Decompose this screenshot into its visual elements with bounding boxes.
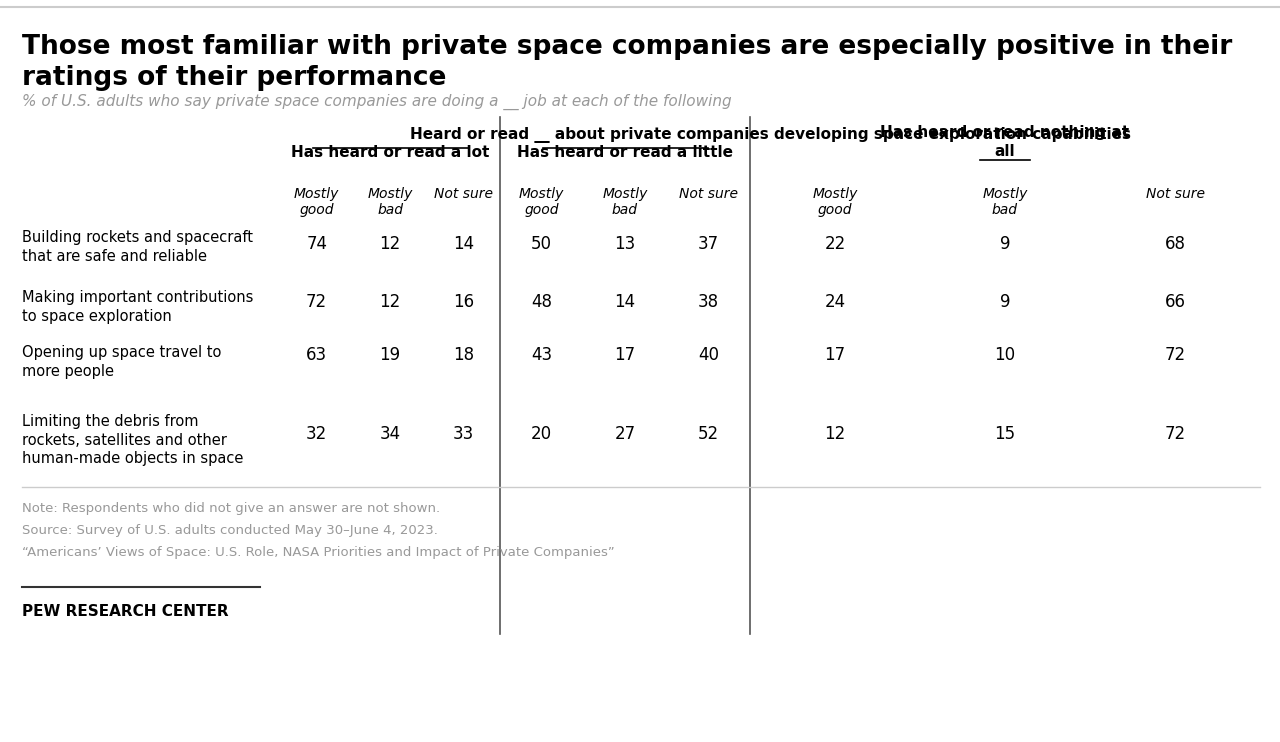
Text: 37: 37 [698, 235, 719, 253]
Text: Not sure: Not sure [434, 187, 493, 201]
Text: Heard or read __ about private companies developing space exploration capabiliti: Heard or read __ about private companies… [410, 127, 1130, 143]
Text: Mostly
good: Mostly good [813, 187, 858, 217]
Text: Not sure: Not sure [678, 187, 737, 201]
Text: Limiting the debris from
rockets, satellites and other
human-made objects in spa: Limiting the debris from rockets, satell… [22, 414, 243, 466]
Text: 34: 34 [379, 425, 401, 443]
Text: 32: 32 [306, 425, 328, 443]
Text: Mostly
good: Mostly good [294, 187, 339, 217]
Text: 38: 38 [698, 293, 719, 311]
Text: 17: 17 [824, 346, 846, 364]
Text: Source: Survey of U.S. adults conducted May 30–June 4, 2023.: Source: Survey of U.S. adults conducted … [22, 524, 438, 537]
Text: 43: 43 [531, 346, 552, 364]
Text: 20: 20 [531, 425, 552, 443]
Text: Building rockets and spacecraft
that are safe and reliable: Building rockets and spacecraft that are… [22, 230, 253, 263]
Text: 14: 14 [453, 235, 474, 253]
Text: 12: 12 [824, 425, 846, 443]
Text: 27: 27 [614, 425, 636, 443]
Text: 72: 72 [1165, 425, 1185, 443]
Text: Not sure: Not sure [1146, 187, 1204, 201]
Text: Has heard or read a lot: Has heard or read a lot [291, 145, 489, 160]
Text: % of U.S. adults who say private space companies are doing a __ job at each of t: % of U.S. adults who say private space c… [22, 94, 732, 111]
Text: Has heard or read a little: Has heard or read a little [517, 145, 733, 160]
Text: Note: Respondents who did not give an answer are not shown.: Note: Respondents who did not give an an… [22, 502, 440, 515]
Text: 15: 15 [995, 425, 1015, 443]
Text: 17: 17 [614, 346, 636, 364]
Text: 72: 72 [306, 293, 328, 311]
Text: Those most familiar with private space companies are especially positive in thei: Those most familiar with private space c… [22, 34, 1233, 91]
Text: 72: 72 [1165, 346, 1185, 364]
Text: 66: 66 [1165, 293, 1185, 311]
Text: 10: 10 [995, 346, 1015, 364]
Text: PEW RESEARCH CENTER: PEW RESEARCH CENTER [22, 604, 229, 619]
Text: 74: 74 [306, 235, 328, 253]
Text: 50: 50 [531, 235, 552, 253]
Text: 52: 52 [698, 425, 719, 443]
Text: 9: 9 [1000, 235, 1010, 253]
Text: Opening up space travel to
more people: Opening up space travel to more people [22, 345, 221, 378]
Text: Has heard or read nothing at
all: Has heard or read nothing at all [881, 125, 1129, 159]
Text: 14: 14 [614, 293, 636, 311]
Text: 63: 63 [306, 346, 328, 364]
Text: 12: 12 [379, 235, 401, 253]
Text: Making important contributions
to space exploration: Making important contributions to space … [22, 290, 253, 324]
Text: 22: 22 [824, 235, 846, 253]
Text: 33: 33 [453, 425, 474, 443]
Text: 48: 48 [531, 293, 552, 311]
Text: 24: 24 [824, 293, 846, 311]
Text: Mostly
bad: Mostly bad [982, 187, 1028, 217]
Text: 13: 13 [614, 235, 636, 253]
Text: “Americans’ Views of Space: U.S. Role, NASA Priorities and Impact of Private Com: “Americans’ Views of Space: U.S. Role, N… [22, 546, 614, 559]
Text: 18: 18 [453, 346, 474, 364]
Text: 16: 16 [453, 293, 474, 311]
Text: Mostly
bad: Mostly bad [603, 187, 648, 217]
Text: Mostly
good: Mostly good [518, 187, 564, 217]
Text: 12: 12 [379, 293, 401, 311]
Text: 68: 68 [1165, 235, 1185, 253]
Text: 9: 9 [1000, 293, 1010, 311]
Text: 19: 19 [379, 346, 401, 364]
Text: 40: 40 [698, 346, 719, 364]
Text: Mostly
bad: Mostly bad [367, 187, 412, 217]
